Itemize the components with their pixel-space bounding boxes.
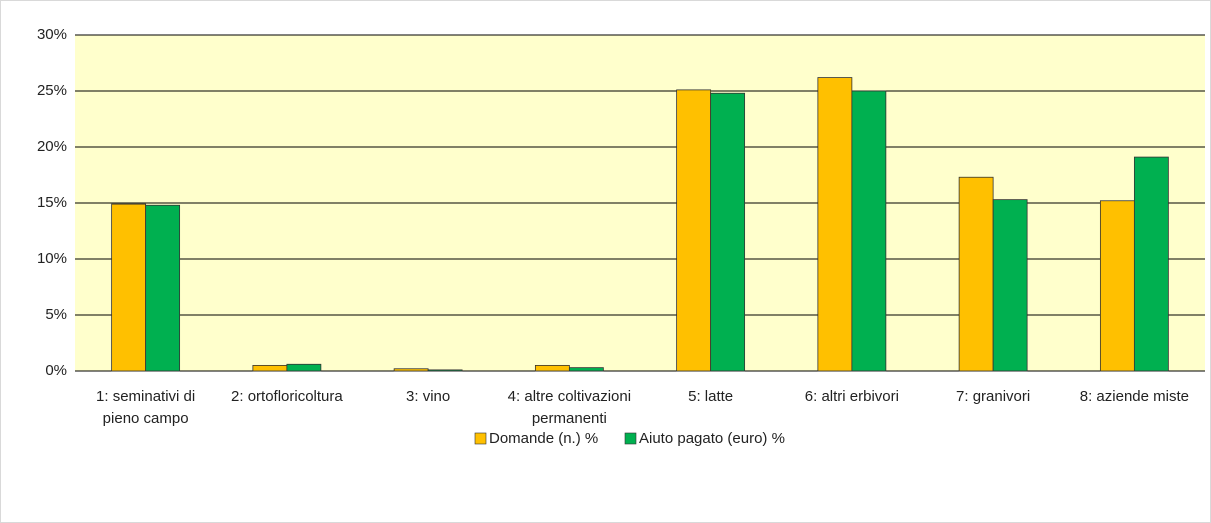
x-tick-label: 3: vino (406, 388, 451, 405)
bar (1099, 200, 1135, 372)
y-tick-label: 15% (37, 194, 67, 211)
bar (427, 369, 463, 372)
bar (111, 203, 147, 372)
bar (710, 92, 746, 372)
y-tick-label: 25% (37, 82, 67, 99)
legend-swatch (624, 432, 637, 445)
bar (286, 363, 322, 372)
bar (851, 90, 887, 372)
bar (568, 367, 604, 372)
bar (1133, 156, 1169, 372)
legend-label: Domande (n.) % (489, 430, 598, 447)
x-tick-label: 5: latte (688, 388, 734, 405)
bar (676, 89, 712, 372)
y-tick-label: 30% (37, 26, 67, 43)
y-tick-label: 5% (45, 306, 67, 323)
y-tick-label: 20% (37, 138, 67, 155)
x-tick-label: 2: ortofloricoltura (231, 388, 343, 405)
bar (534, 364, 570, 372)
x-tick-label: 6: altri erbivori (804, 388, 899, 405)
bar (252, 364, 288, 372)
bar (992, 199, 1028, 372)
x-tick-label: 8: aziende miste (1079, 388, 1189, 405)
x-tick-label: 4: altre coltivazioni permanenti (507, 388, 632, 427)
bar (958, 176, 994, 372)
bar (393, 368, 429, 372)
legend-swatch (474, 432, 487, 445)
bar (817, 77, 853, 372)
x-tick-label: 7: granivori (956, 388, 1031, 405)
y-tick-label: 0% (45, 362, 67, 379)
x-tick-label: 1: seminativi di pieno campo (96, 388, 196, 427)
y-tick-label: 10% (37, 250, 67, 267)
bar (145, 204, 181, 372)
legend-label: Aiuto pagato (euro) % (639, 430, 785, 447)
